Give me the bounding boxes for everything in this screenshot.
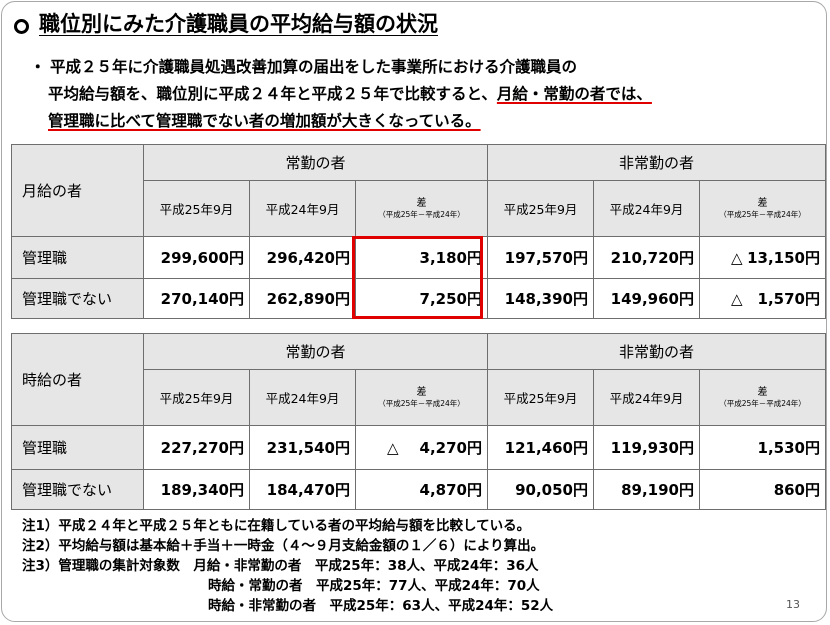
summary-highlight-1: 月給・常勤の者では、: [496, 85, 652, 103]
row-label: 管理職: [11, 425, 144, 470]
group-header-parttime: 非常勤の者: [487, 333, 826, 370]
table-cell: 7,250円: [355, 278, 488, 319]
diff-note: （平成25年－平成24年）: [378, 398, 465, 408]
circle-bullet-icon: [14, 19, 29, 34]
table-cell: 270,140円: [143, 278, 250, 319]
cell-value: 1,570円: [757, 290, 820, 308]
footnote-3-line-3: 時給・非常勤の者 平成25年：63人、平成24年：52人: [208, 598, 554, 614]
table-cell: 3,180円: [355, 236, 488, 279]
triangle-minus-mark: △: [387, 438, 399, 457]
group-header-parttime: 非常勤の者: [487, 144, 826, 181]
summary-highlight-2: 管理職に比べて管理職でない者の増加額が大きくなっている。: [48, 112, 481, 130]
col-header: 平成25年9月: [487, 369, 594, 426]
summary-bullet: ・平成２５年に介護職員処遇改善加算の届出をした事業所における介護職員の 平均給与…: [30, 54, 652, 135]
footnote-3-line-2: 時給・常勤の者 平成25年：77人、平成24年：70人: [208, 578, 540, 594]
summary-text-2: 平均給与額を、職位別に平成２４年と平成２５年で比較すると、: [48, 85, 497, 103]
table-cell: 197,570円: [487, 236, 594, 279]
table-cell: 119,930円: [593, 425, 700, 470]
summary-line-1: ・平成２５年に介護職員処遇改善加算の届出をした事業所における介護職員の: [30, 54, 652, 81]
table-cell: 262,890円: [249, 278, 356, 319]
col-header: 平成24年9月: [593, 180, 700, 237]
table-cell: 860円: [699, 469, 826, 510]
table-cell: 90,050円: [487, 469, 594, 510]
col-header-diff: 差（平成25年－平成24年）: [355, 369, 488, 426]
footnote-3-label: 注3）管理職の集計対象数: [22, 558, 180, 574]
diff-note: （平成25年－平成24年）: [378, 209, 465, 219]
table-corner-label: 時給の者: [11, 333, 144, 426]
highlight-box: [352, 236, 483, 319]
col-header: 平成25年9月: [143, 180, 250, 237]
table-cell: 189,340円: [143, 469, 250, 510]
group-header-fulltime: 常勤の者: [143, 144, 488, 181]
diff-label: 差: [416, 197, 427, 209]
table-cell: 121,460円: [487, 425, 594, 470]
cell-value: 13,150円: [747, 249, 820, 267]
table-cell: 1,530円: [699, 425, 826, 470]
footnote-1: 注1）平成２４年と平成２５年ともに在籍している者の平均給与額を比較している。: [22, 518, 531, 534]
cell-value: 4,270円: [419, 439, 482, 457]
table-cell: 89,190円: [593, 469, 700, 510]
table-cell: 210,720円: [593, 236, 700, 279]
table-cell: 299,600円: [143, 236, 250, 279]
col-header: 平成24年9月: [249, 369, 356, 426]
table-cell: △ 1,570円: [699, 278, 826, 319]
col-header: 平成25年9月: [487, 180, 594, 237]
bullet-dot: ・: [30, 58, 46, 76]
page-title: 職位別にみた介護職員の平均給与額の状況: [14, 8, 438, 38]
table-row: 管理職 227,270円 231,540円 △ 4,270円 121,460円 1…: [11, 425, 826, 470]
diff-label: 差: [757, 386, 768, 398]
table-cell: 148,390円: [487, 278, 594, 319]
triangle-minus-mark: △: [731, 248, 743, 267]
footnote-3: 注3）管理職の集計対象数 月給・非常勤の者 平成25年：38人、平成24年：36…: [22, 556, 553, 576]
table-cell: 231,540円: [249, 425, 356, 470]
row-label: 管理職でない: [11, 278, 144, 319]
table-row: 管理職でない 189,340円 184,470円 4,870円 90,050円 …: [11, 469, 826, 510]
page-number: 13: [786, 598, 800, 611]
monthly-salary-table: 月給の者 常勤の者 非常勤の者 平成25年9月 平成24年9月 差（平成25年－…: [11, 144, 826, 319]
triangle-minus-mark: △: [731, 289, 743, 308]
hourly-salary-table: 時給の者 常勤の者 非常勤の者 平成25年9月 平成24年9月 差（平成25年－…: [11, 333, 826, 510]
col-header: 平成25年9月: [143, 369, 250, 426]
table-corner-label: 月給の者: [11, 144, 144, 237]
col-header-diff: 差（平成25年－平成24年）: [699, 180, 826, 237]
summary-line-3: 管理職に比べて管理職でない者の増加額が大きくなっている。: [30, 108, 652, 135]
title-text: 職位別にみた介護職員の平均給与額の状況: [39, 12, 438, 36]
diff-label: 差: [757, 197, 768, 209]
table-cell: △ 4,270円: [355, 425, 488, 470]
table-cell: 227,270円: [143, 425, 250, 470]
row-label: 管理職: [11, 236, 144, 279]
footnotes: 注1）平成２４年と平成２５年ともに在籍している者の平均給与額を比較している。 注…: [22, 516, 553, 616]
footnote-2: 注2）平均給与額は基本給＋手当＋一時金（４～９月支給金額の１／６）により算出。: [22, 538, 545, 554]
col-header: 平成24年9月: [249, 180, 356, 237]
summary-line-2: 平均給与額を、職位別に平成２４年と平成２５年で比較すると、月給・常勤の者では、: [30, 81, 652, 108]
col-header-diff: 差（平成25年－平成24年）: [699, 369, 826, 426]
footnote-3-line-1: 月給・非常勤の者 平成25年：38人、平成24年：36人: [193, 558, 539, 574]
diff-label: 差: [416, 386, 427, 398]
table-cell: 4,870円: [355, 469, 488, 510]
col-header: 平成24年9月: [593, 369, 700, 426]
row-label: 管理職でない: [11, 469, 144, 510]
col-header-diff: 差（平成25年－平成24年）: [355, 180, 488, 237]
group-header-fulltime: 常勤の者: [143, 333, 488, 370]
table-cell: △ 13,150円: [699, 236, 826, 279]
table-row: 管理職でない 270,140円 262,890円 7,250円 148,390円…: [11, 278, 826, 319]
table-row: 管理職 299,600円 296,420円 3,180円 197,570円 21…: [11, 236, 826, 279]
summary-text-1: 平成２５年に介護職員処遇改善加算の届出をした事業所における介護職員の: [50, 58, 578, 76]
diff-note: （平成25年－平成24年）: [719, 209, 806, 219]
table-cell: 296,420円: [249, 236, 356, 279]
table-cell: 184,470円: [249, 469, 356, 510]
table-cell: 149,960円: [593, 278, 700, 319]
diff-note: （平成25年－平成24年）: [719, 398, 806, 408]
